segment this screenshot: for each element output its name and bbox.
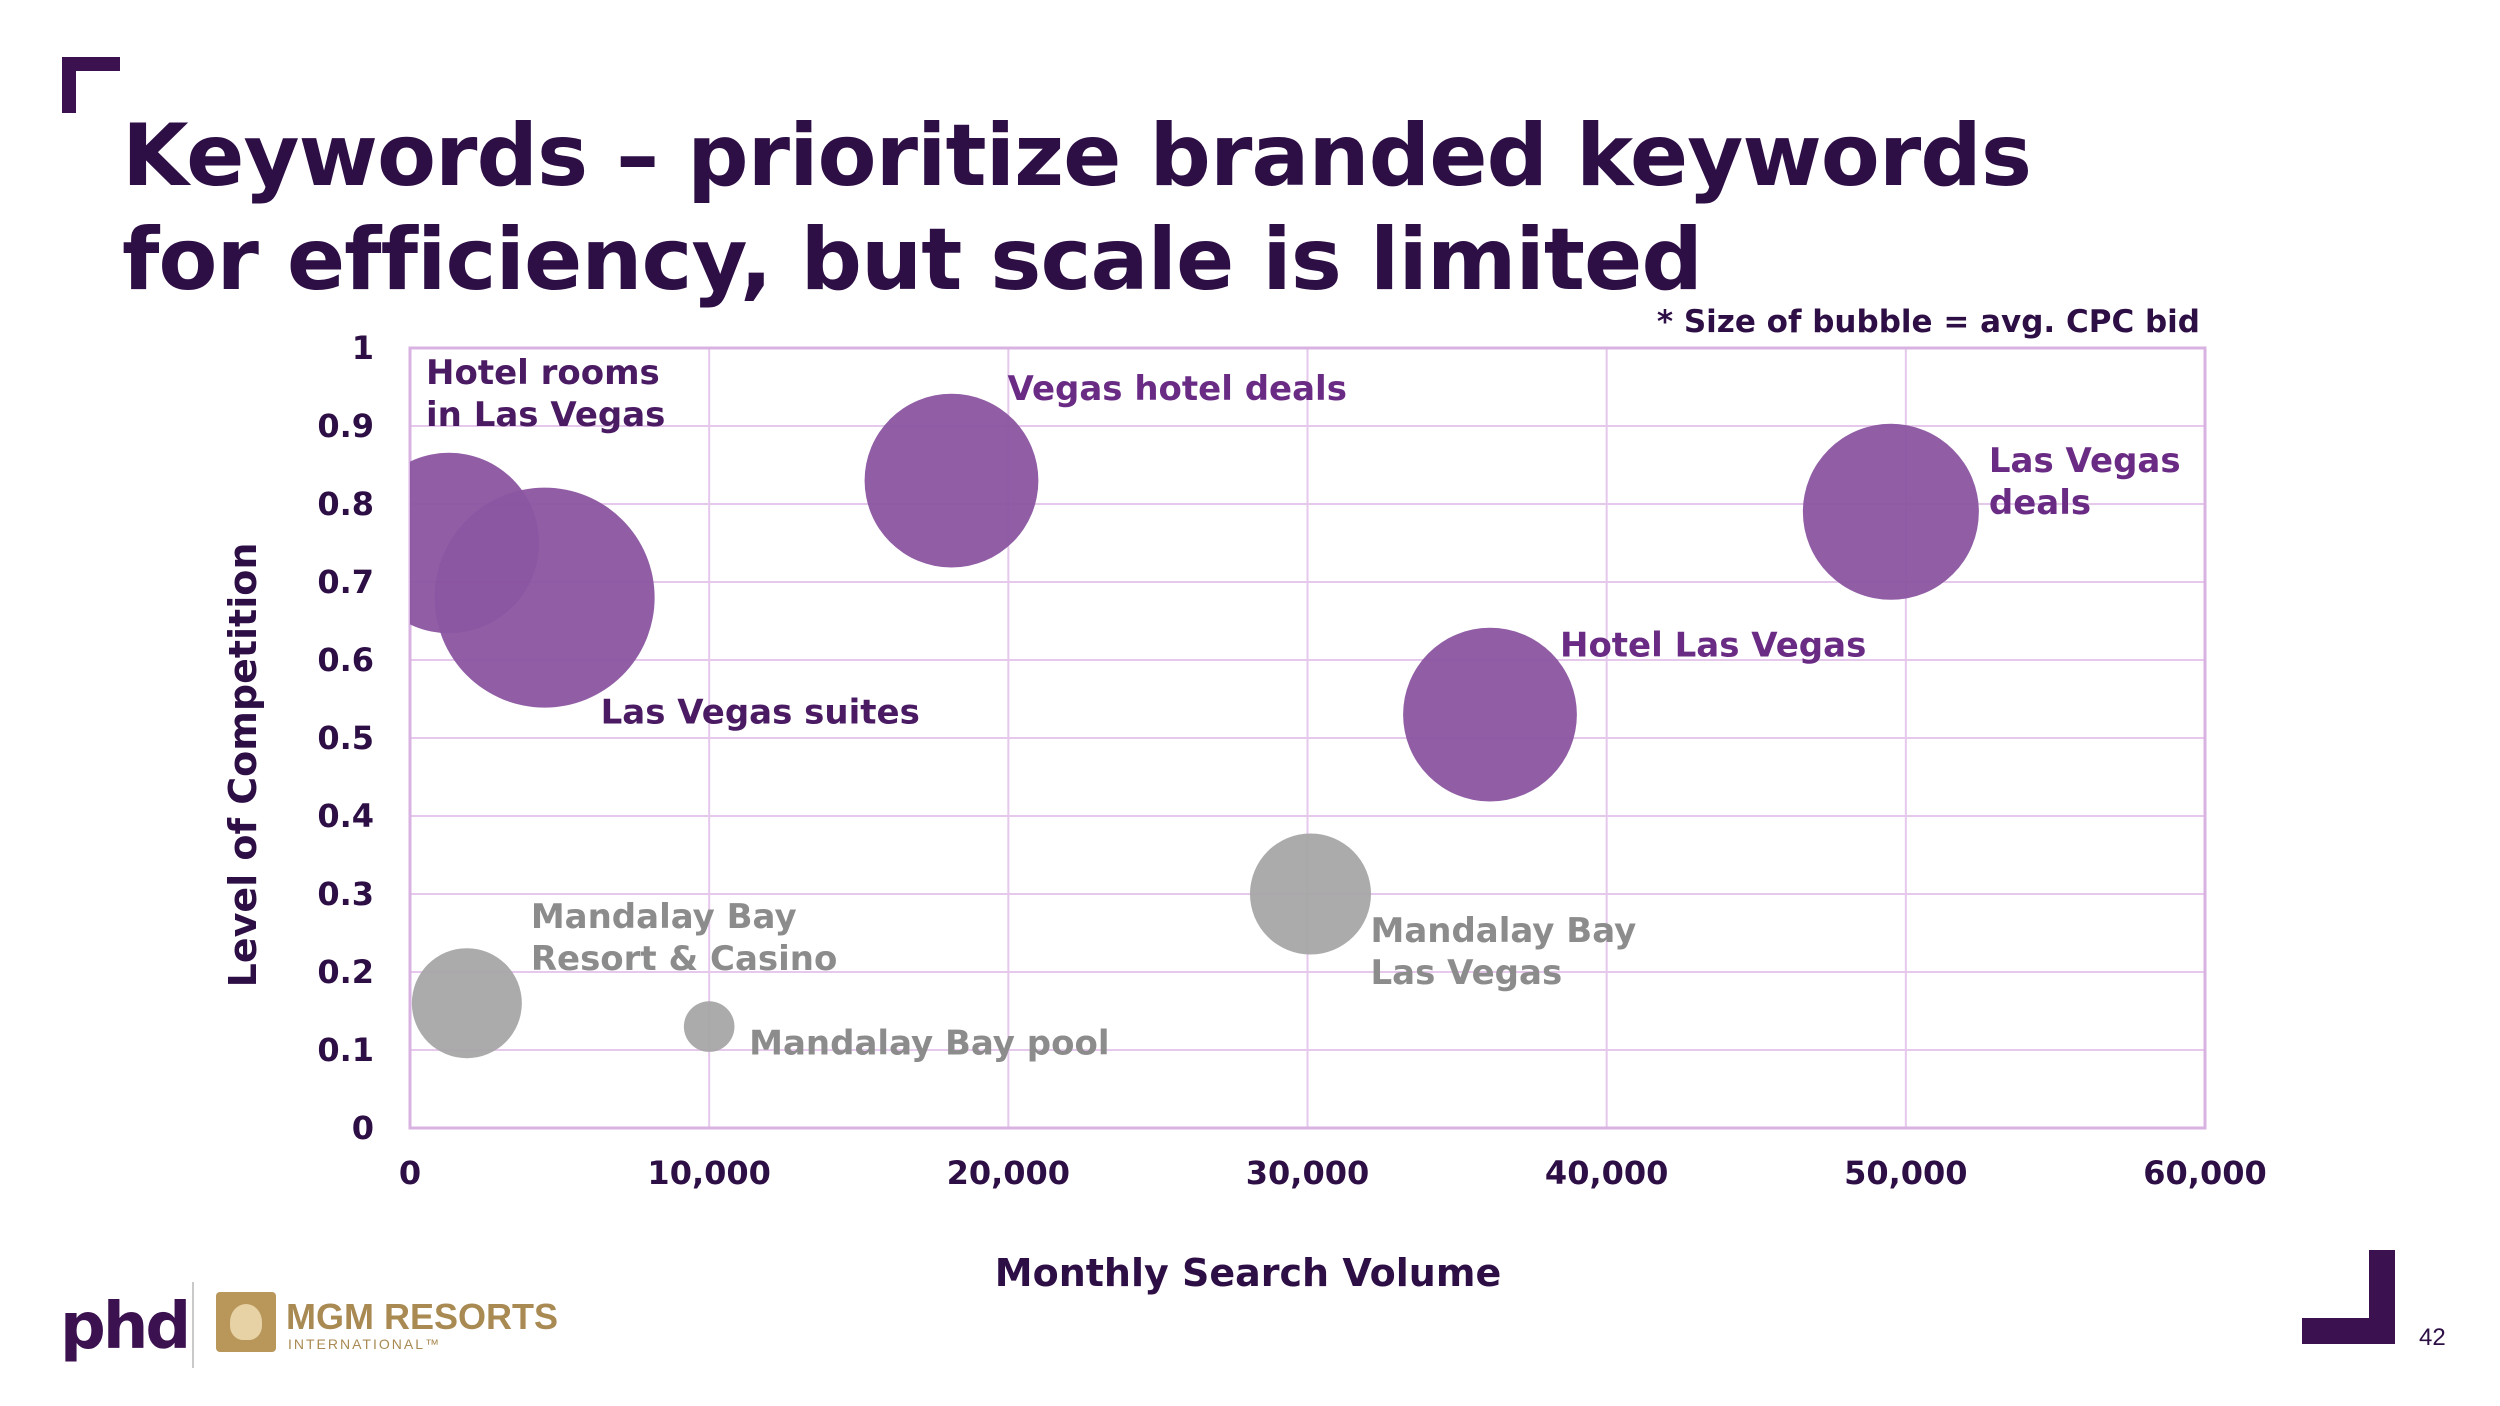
lion-icon [216,1292,276,1352]
bubble [683,1001,735,1052]
bubble-label: Mandalay Bay Las Vegas [1370,911,1636,993]
bubble [864,393,1039,568]
y-tick-label: 0.9 [317,407,374,445]
bubble-label: Las Vegas deals [1989,441,2181,523]
y-tick-label: 0.6 [317,641,374,679]
y-tick-label: 1 [352,329,374,367]
x-tick-label: 20,000 [947,1154,1070,1192]
logo-divider [192,1282,194,1368]
y-tick-label: 0.4 [317,797,374,835]
y-tick-label: 0 [352,1109,374,1147]
y-tick-label: 0.2 [317,953,374,991]
bubble [434,487,655,708]
x-axis-title: Monthly Search Volume [995,1251,1501,1295]
x-tick-label: 50,000 [1844,1154,1967,1192]
y-axis-title: Level of Competition [221,543,265,988]
bubble [1802,423,1979,600]
bubble-label: Mandalay Bay Resort & Casino [531,897,838,979]
bubble-label: Vegas hotel deals [1007,369,1346,409]
page-number: 42 [2419,1324,2446,1351]
mgm-logo-subtitle: INTERNATIONAL™ [288,1336,441,1352]
axis-ticks: 0 10,000 20,000 30,000 40,000 50,000 60,000 0 0.… [317,329,2266,1192]
x-tick-label: 40,000 [1545,1154,1668,1192]
bubble-size-footnote: * Size of bubble = avg. CPC bid [1656,304,2200,340]
corner-bracket-top-left [62,57,120,113]
x-tick-label: 30,000 [1246,1154,1369,1192]
y-tick-label: 0.7 [317,563,374,601]
x-tick-label: 60,000 [2143,1154,2266,1192]
bubble-group [410,393,1979,1059]
bubble [1403,627,1577,802]
y-tick-label: 0.3 [317,875,374,913]
bubble-label: Mandalay Bay pool [749,1024,1109,1064]
bubbles [410,393,1979,1059]
x-tick-label: 10,000 [647,1154,770,1192]
phd-logo: phd [60,1290,191,1364]
bubble-label: Hotel rooms in Las Vegas [426,353,665,435]
mgm-logo-name: MGM RESORTS [286,1296,559,1337]
y-tick-label: 0.1 [317,1031,374,1069]
plot-frame [408,346,2207,1130]
corner-bracket-bottom-right [2302,1250,2395,1344]
bubble [411,948,522,1059]
slide-title: Keywords – prioritize branded keywords f… [122,106,2032,310]
bubble-labels: Hotel rooms in Las Vegas Las Vegas suites V… [426,353,2181,1064]
x-tick-label: 0 [399,1154,421,1192]
bubble-label: Hotel Las Vegas [1560,626,1866,666]
bubble-label: Las Vegas suites [601,693,920,733]
y-tick-label: 0.5 [317,719,374,757]
bubble [1249,833,1371,955]
y-tick-label: 0.8 [317,485,374,523]
